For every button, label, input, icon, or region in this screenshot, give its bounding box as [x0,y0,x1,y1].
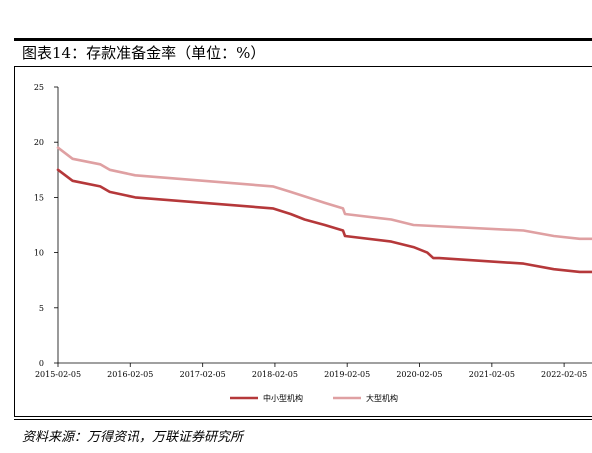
bottom-rule-2 [14,419,592,420]
source-note: 资料来源：万得资讯，万联证券研究所 [22,430,244,445]
series-line-1 [56,168,592,274]
chart-frame: 0 5 10 15 20 25 2015-02-05 2016-02-05 2017-02-05… [14,67,592,416]
bottom-rule-1 [14,416,592,417]
y-tick-label: 25 [34,83,44,92]
x-tick-label: 2015-02-05 [35,370,81,379]
x-tick-label: 2021-02-05 [469,370,515,379]
x-tick-label: 2020-02-05 [396,370,442,379]
legend-label-2: 大型机构 [366,393,398,403]
x-tick-label: 2018-02-05 [252,370,298,379]
x-tick-label: 2022-02-05 [541,370,587,379]
series-line-2 [56,146,592,241]
y-tick-label: 20 [34,138,44,147]
x-tick-label: 2019-02-05 [324,370,370,379]
title-underline [14,66,592,67]
figure-title: 图表14：存款准备金率（单位：%） [22,44,266,62]
top-rule [14,38,592,41]
y-tick-label: 5 [39,304,44,313]
y-tick-label: 15 [34,193,44,202]
x-tick-label: 2017-02-05 [180,370,226,379]
y-tick-label: 0 [39,359,44,368]
deposit-reserve-ratio-chart: 0 5 10 15 20 25 2015-02-05 2016-02-05 2017-02-05… [34,83,592,403]
y-tick-label: 10 [34,249,44,258]
x-tick-label: 2016-02-05 [107,370,153,379]
legend-label-1: 中小型机构 [263,393,303,403]
